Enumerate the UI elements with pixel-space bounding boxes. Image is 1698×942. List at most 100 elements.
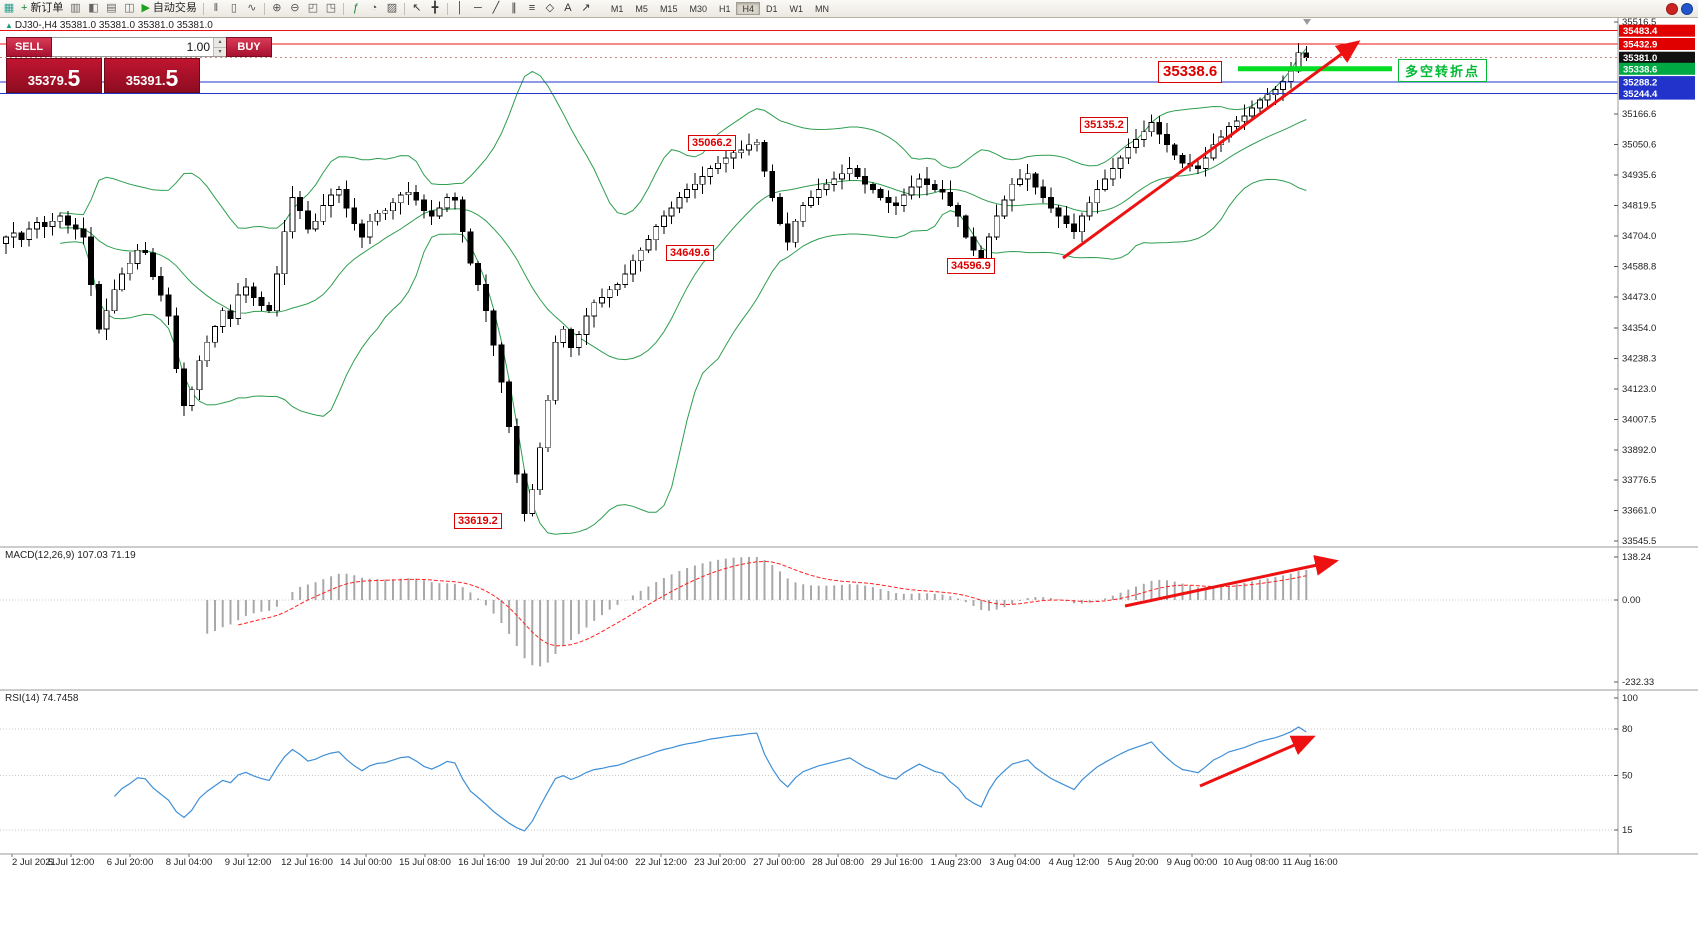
volume-increase-button[interactable]: ▴ [214, 38, 226, 47]
time-label: 6 Jul 20:00 [107, 857, 153, 868]
timeframe-M5[interactable]: M5 [629, 2, 654, 15]
buy-button[interactable]: BUY [226, 37, 272, 57]
macd-axis-label: 138.24 [1622, 552, 1651, 563]
periods-button[interactable]: ◔ [365, 1, 383, 16]
time-label: 19 Jul 20:00 [517, 857, 569, 868]
rsi-line [113, 726, 1307, 832]
timeframe-D1[interactable]: D1 [760, 2, 784, 15]
bar-chart-button[interactable]: ‖ [207, 1, 225, 16]
crosshair-icon: ╋ [431, 2, 439, 14]
sell-button[interactable]: SELL [6, 37, 52, 57]
time-label: 3 Aug 04:00 [990, 857, 1041, 868]
app-button[interactable]: ▦ [0, 1, 18, 16]
app-icon: ▦ [3, 2, 15, 14]
navigator-button[interactable]: ◫ [120, 1, 138, 16]
volume-decrease-button[interactable]: ▾ [214, 46, 226, 56]
indicators-button[interactable]: ƒ [347, 1, 365, 16]
time-label: 5 Aug 20:00 [1108, 857, 1159, 868]
price-tag-35288.2 [1619, 76, 1695, 89]
macd-label: MACD(12,26,9) 107.03 71.19 [5, 550, 136, 561]
cascade-windows-button[interactable]: ◳ [322, 1, 340, 16]
vertical-line-button[interactable]: │ [451, 1, 469, 16]
trend-arrow-1[interactable] [1062, 40, 1361, 260]
time-label: 12 Jul 16:00 [281, 857, 333, 868]
timeframe-W1[interactable]: W1 [784, 2, 810, 15]
tile-windows-icon: ◰ [307, 2, 319, 14]
symbol-marker-icon: ▲ [5, 21, 13, 30]
trend-arrow-3[interactable] [1199, 735, 1316, 788]
time-label: 2 Jul 2021 [12, 857, 56, 868]
timeframe-M1[interactable]: M1 [605, 2, 630, 15]
price-axis-label: 34588.8 [1622, 261, 1656, 272]
toolbar-separator [202, 2, 204, 15]
community-icon[interactable] [1666, 2, 1678, 15]
price-axis-label: 33545.5 [1622, 536, 1656, 547]
new-order-button-label: 新订单 [30, 2, 64, 14]
tile-windows-button[interactable]: ◰ [304, 1, 322, 16]
time-label: 28 Jul 08:00 [812, 857, 864, 868]
autotrade-button[interactable]: ▶ 自动交易 [138, 1, 199, 16]
shapes-button[interactable]: ◇ [541, 1, 559, 16]
chart-window-button[interactable]: ▥ [66, 1, 84, 16]
zoom-out-button[interactable]: ⊖ [286, 1, 304, 16]
draw-arrow-button[interactable]: ↗ [577, 1, 595, 16]
candles [3, 43, 1310, 522]
turning-point-label[interactable]: 多空转折点 [1398, 59, 1488, 82]
price-axis-label: 34123.0 [1622, 384, 1656, 395]
symbol-info: ▲ DJ30-,H4 35381.0 35381.0 35381.0 35381.… [5, 20, 213, 31]
horizontal-line-button[interactable]: ─ [469, 1, 487, 16]
price-axis-label: 34238.3 [1622, 354, 1656, 365]
profiles-button[interactable]: ◧ [84, 1, 102, 16]
timeframe-M15[interactable]: M15 [654, 2, 684, 15]
trendline-button[interactable]: ╱ [487, 1, 505, 16]
timeframe-MN[interactable]: MN [809, 2, 835, 15]
channel-button[interactable]: ∥ [505, 1, 523, 16]
macd-signal-line [238, 560, 1307, 647]
timeframe-M30[interactable]: M30 [683, 2, 713, 15]
cursor-icon: ↖ [412, 2, 422, 14]
price-tag-35432.9 [1619, 38, 1695, 50]
price-tag-text: 35381.0 [1623, 53, 1657, 64]
timeframe-group: M1 M5 M15 M30 H1 H4 D1 W1 MN [605, 2, 835, 15]
time-label: 14 Jul 00:00 [340, 857, 392, 868]
bollinger-lower-band [60, 178, 1307, 535]
top-toolbar: ▦ + 新订单 ▥ ◧ ▤ ◫ ▶ 自动交易 ‖ ▯ ∿ ⊕ ⊖ ◰ ◳ ƒ ◔ ▨ ↖ ╋ │ ─ ╱ ∥ ≡ ◇ A ↗ M1 M5 M… [0, 0, 1698, 18]
autotrade-button-label: 自动交易 [152, 2, 197, 14]
volume-input[interactable] [52, 38, 213, 56]
trend-arrow-2[interactable] [1124, 555, 1339, 608]
time-label: 29 Jul 16:00 [871, 857, 923, 868]
crosshair-button[interactable]: ╋ [426, 1, 444, 16]
price-axis-label: 34704.0 [1622, 231, 1656, 242]
time-label: 4 Aug 12:00 [1049, 857, 1100, 868]
zoom-in-button[interactable]: ⊕ [268, 1, 286, 16]
chat-icon[interactable] [1681, 2, 1693, 15]
fibonacci-button[interactable]: ≡ [523, 1, 541, 16]
price-tag-text: 35288.2 [1623, 78, 1657, 89]
market-watch-button[interactable]: ▤ [102, 1, 120, 16]
new-order-button[interactable]: + 新订单 [18, 1, 66, 16]
cursor-button[interactable]: ↖ [408, 1, 426, 16]
arrow-tool-icon: ↗ [581, 2, 591, 14]
time-label: 27 Jul 00:00 [753, 857, 805, 868]
templates-button[interactable]: ▨ [383, 1, 401, 16]
symbol-info-text: DJ30-,H4 35381.0 35381.0 35381.0 35381.0 [14, 20, 213, 31]
bid-price[interactable]: 35379. 5 [6, 58, 102, 93]
time-label: 22 Jul 12:00 [635, 857, 687, 868]
trade-panel-price-row: 35379. 5 35391. 5 [6, 58, 200, 93]
price-tag-text: 35432.9 [1623, 40, 1657, 51]
cascade-windows-icon: ◳ [325, 2, 337, 14]
time-label: 5 Jul 12:00 [48, 857, 94, 868]
timeframe-H1[interactable]: H1 [713, 2, 737, 15]
timeframe-H4[interactable]: H4 [736, 2, 760, 15]
line-chart-button[interactable]: ∿ [243, 1, 261, 16]
candle-chart-button[interactable]: ▯ [225, 1, 243, 16]
time-label: 9 Jul 12:00 [225, 857, 271, 868]
navigator-icon: ◫ [124, 2, 135, 14]
channel-icon: ∥ [511, 2, 517, 14]
ask-price[interactable]: 35391. 5 [104, 58, 200, 93]
price-axis-label: 33776.5 [1622, 475, 1656, 486]
text-button[interactable]: A [559, 1, 577, 16]
toolbar-separator [263, 2, 265, 15]
fibonacci-icon: ≡ [528, 2, 536, 14]
